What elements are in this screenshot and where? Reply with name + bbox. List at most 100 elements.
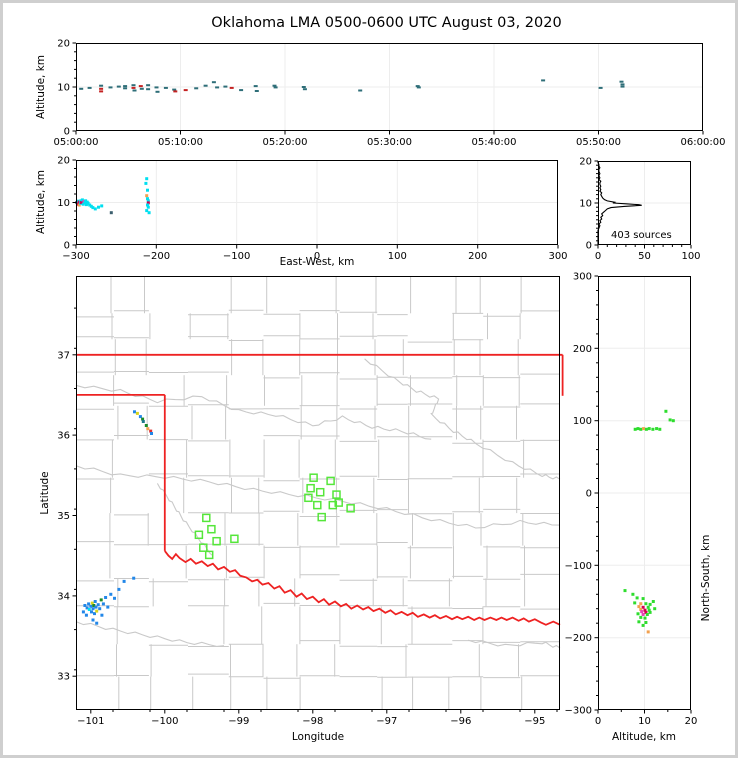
flash-square <box>199 543 208 552</box>
flash-square <box>194 530 204 540</box>
axis-ticks: 05:00:00 05:10:00 05:20:00 05:30:00 05:40:00… <box>54 39 726 149</box>
y-tick-label: 0 <box>586 241 592 252</box>
y-tick-label: 0 <box>586 489 592 500</box>
y-tick-label: 34 <box>57 591 70 602</box>
axis-ticks: −101 −100 −99 −98 −97 −96 −95 33 34 35 36 37 <box>57 307 558 727</box>
source-point <box>146 201 150 205</box>
source-point <box>640 610 644 614</box>
flash-square <box>326 476 335 486</box>
plan-view-map-plot: −101 −100 −99 −98 −97 −96 −95 33 34 35 36 37 <box>57 276 564 727</box>
source-point <box>138 415 142 419</box>
x-tick-label: 50 <box>638 251 651 262</box>
source-point <box>647 608 651 612</box>
x-label-longitude: Longitude <box>291 731 345 743</box>
y-tick-label: 20 <box>579 157 592 168</box>
source-point <box>84 199 88 203</box>
source-point <box>123 87 128 90</box>
time-height-plot: 05:00:00 05:10:00 05:20:00 05:30:00 05:40:00… <box>54 39 726 149</box>
source-point <box>93 207 97 211</box>
source-point <box>146 84 151 87</box>
source-point <box>144 181 148 185</box>
source-point <box>639 427 643 431</box>
river-line <box>75 465 561 529</box>
river-line <box>156 483 214 557</box>
flash-square <box>313 500 322 510</box>
county-boundaries <box>76 276 560 710</box>
altitude-histogram-plot: 0 50 100 0 10 20 403 sources <box>579 157 700 263</box>
source-point <box>79 199 83 203</box>
axes-frame <box>76 160 558 245</box>
y-tick-label: 10 <box>57 83 70 94</box>
source-point <box>146 197 149 201</box>
source-point <box>172 88 177 91</box>
source-point <box>108 86 113 89</box>
source-point <box>81 202 85 206</box>
x-tick-label: 05:20:00 <box>263 137 308 148</box>
altitude-histogram-panel: 0 50 100 0 10 20 403 sources <box>579 157 700 263</box>
x-tick-label: −100 <box>223 251 250 262</box>
y-tick-label: 20 <box>57 156 70 167</box>
source-point <box>86 201 90 205</box>
x-tick-label: 20 <box>685 716 698 727</box>
source-point <box>93 612 96 616</box>
x-tick-label: 200 <box>468 251 487 262</box>
source-point <box>273 86 278 89</box>
source-point <box>636 427 640 431</box>
source-point <box>87 602 91 606</box>
x-tick-label: 05:50:00 <box>576 137 621 148</box>
source-point <box>644 621 648 624</box>
source-point <box>194 87 199 90</box>
source-point <box>89 604 93 608</box>
source-points <box>75 177 151 215</box>
x-tick-label: 10 <box>638 716 651 727</box>
y-tick-label: −200 <box>565 633 592 644</box>
source-point <box>253 85 258 88</box>
rivers <box>75 358 561 649</box>
source-point <box>642 427 646 431</box>
source-point <box>203 84 208 87</box>
source-point <box>80 198 84 202</box>
source-point <box>637 605 641 609</box>
source-point <box>239 89 244 92</box>
x-tick-label: 0 <box>595 251 601 262</box>
source-point <box>100 613 104 617</box>
source-point <box>133 410 136 414</box>
source-point <box>139 87 144 90</box>
x-tick-label: −95 <box>524 716 545 727</box>
source-point <box>97 205 100 209</box>
x-label-altitude-ns: Altitude, km <box>611 731 677 743</box>
source-point <box>620 83 625 86</box>
x-tick-label: −96 <box>450 716 471 727</box>
plan-view-map-panel: −101 −100 −99 −98 −97 −96 −95 33 34 35 36 37 <box>57 276 564 727</box>
river-line <box>364 358 561 480</box>
source-point <box>648 602 652 606</box>
axis-ticks: 0 10 20 −300 −200 −100 0 100 200 300 <box>565 272 698 728</box>
source-point <box>637 620 641 624</box>
flash-squares <box>194 473 355 560</box>
source-point <box>84 613 88 617</box>
source-point <box>83 201 87 205</box>
source-point <box>88 203 92 207</box>
source-point <box>146 188 149 192</box>
source-point <box>664 409 668 413</box>
source-point <box>146 205 150 209</box>
source-point <box>646 630 650 634</box>
east-west-height-plot: −300 −200 −100 0 100 200 300 0 10 20 <box>57 156 567 263</box>
x-tick-label: −97 <box>376 716 397 727</box>
source-point <box>598 86 603 89</box>
source-point <box>302 88 307 91</box>
source-point <box>645 613 649 616</box>
source-point <box>620 85 625 88</box>
source-point <box>99 90 104 93</box>
source-points <box>81 410 153 625</box>
source-point <box>99 598 103 602</box>
flash-square <box>334 498 343 507</box>
source-point <box>109 592 113 596</box>
source-point <box>76 199 80 203</box>
source-point <box>106 605 110 609</box>
source-point <box>668 418 672 422</box>
source-point <box>113 596 116 600</box>
source-point <box>301 86 306 88</box>
source-point <box>229 86 234 89</box>
source-point <box>641 597 645 601</box>
